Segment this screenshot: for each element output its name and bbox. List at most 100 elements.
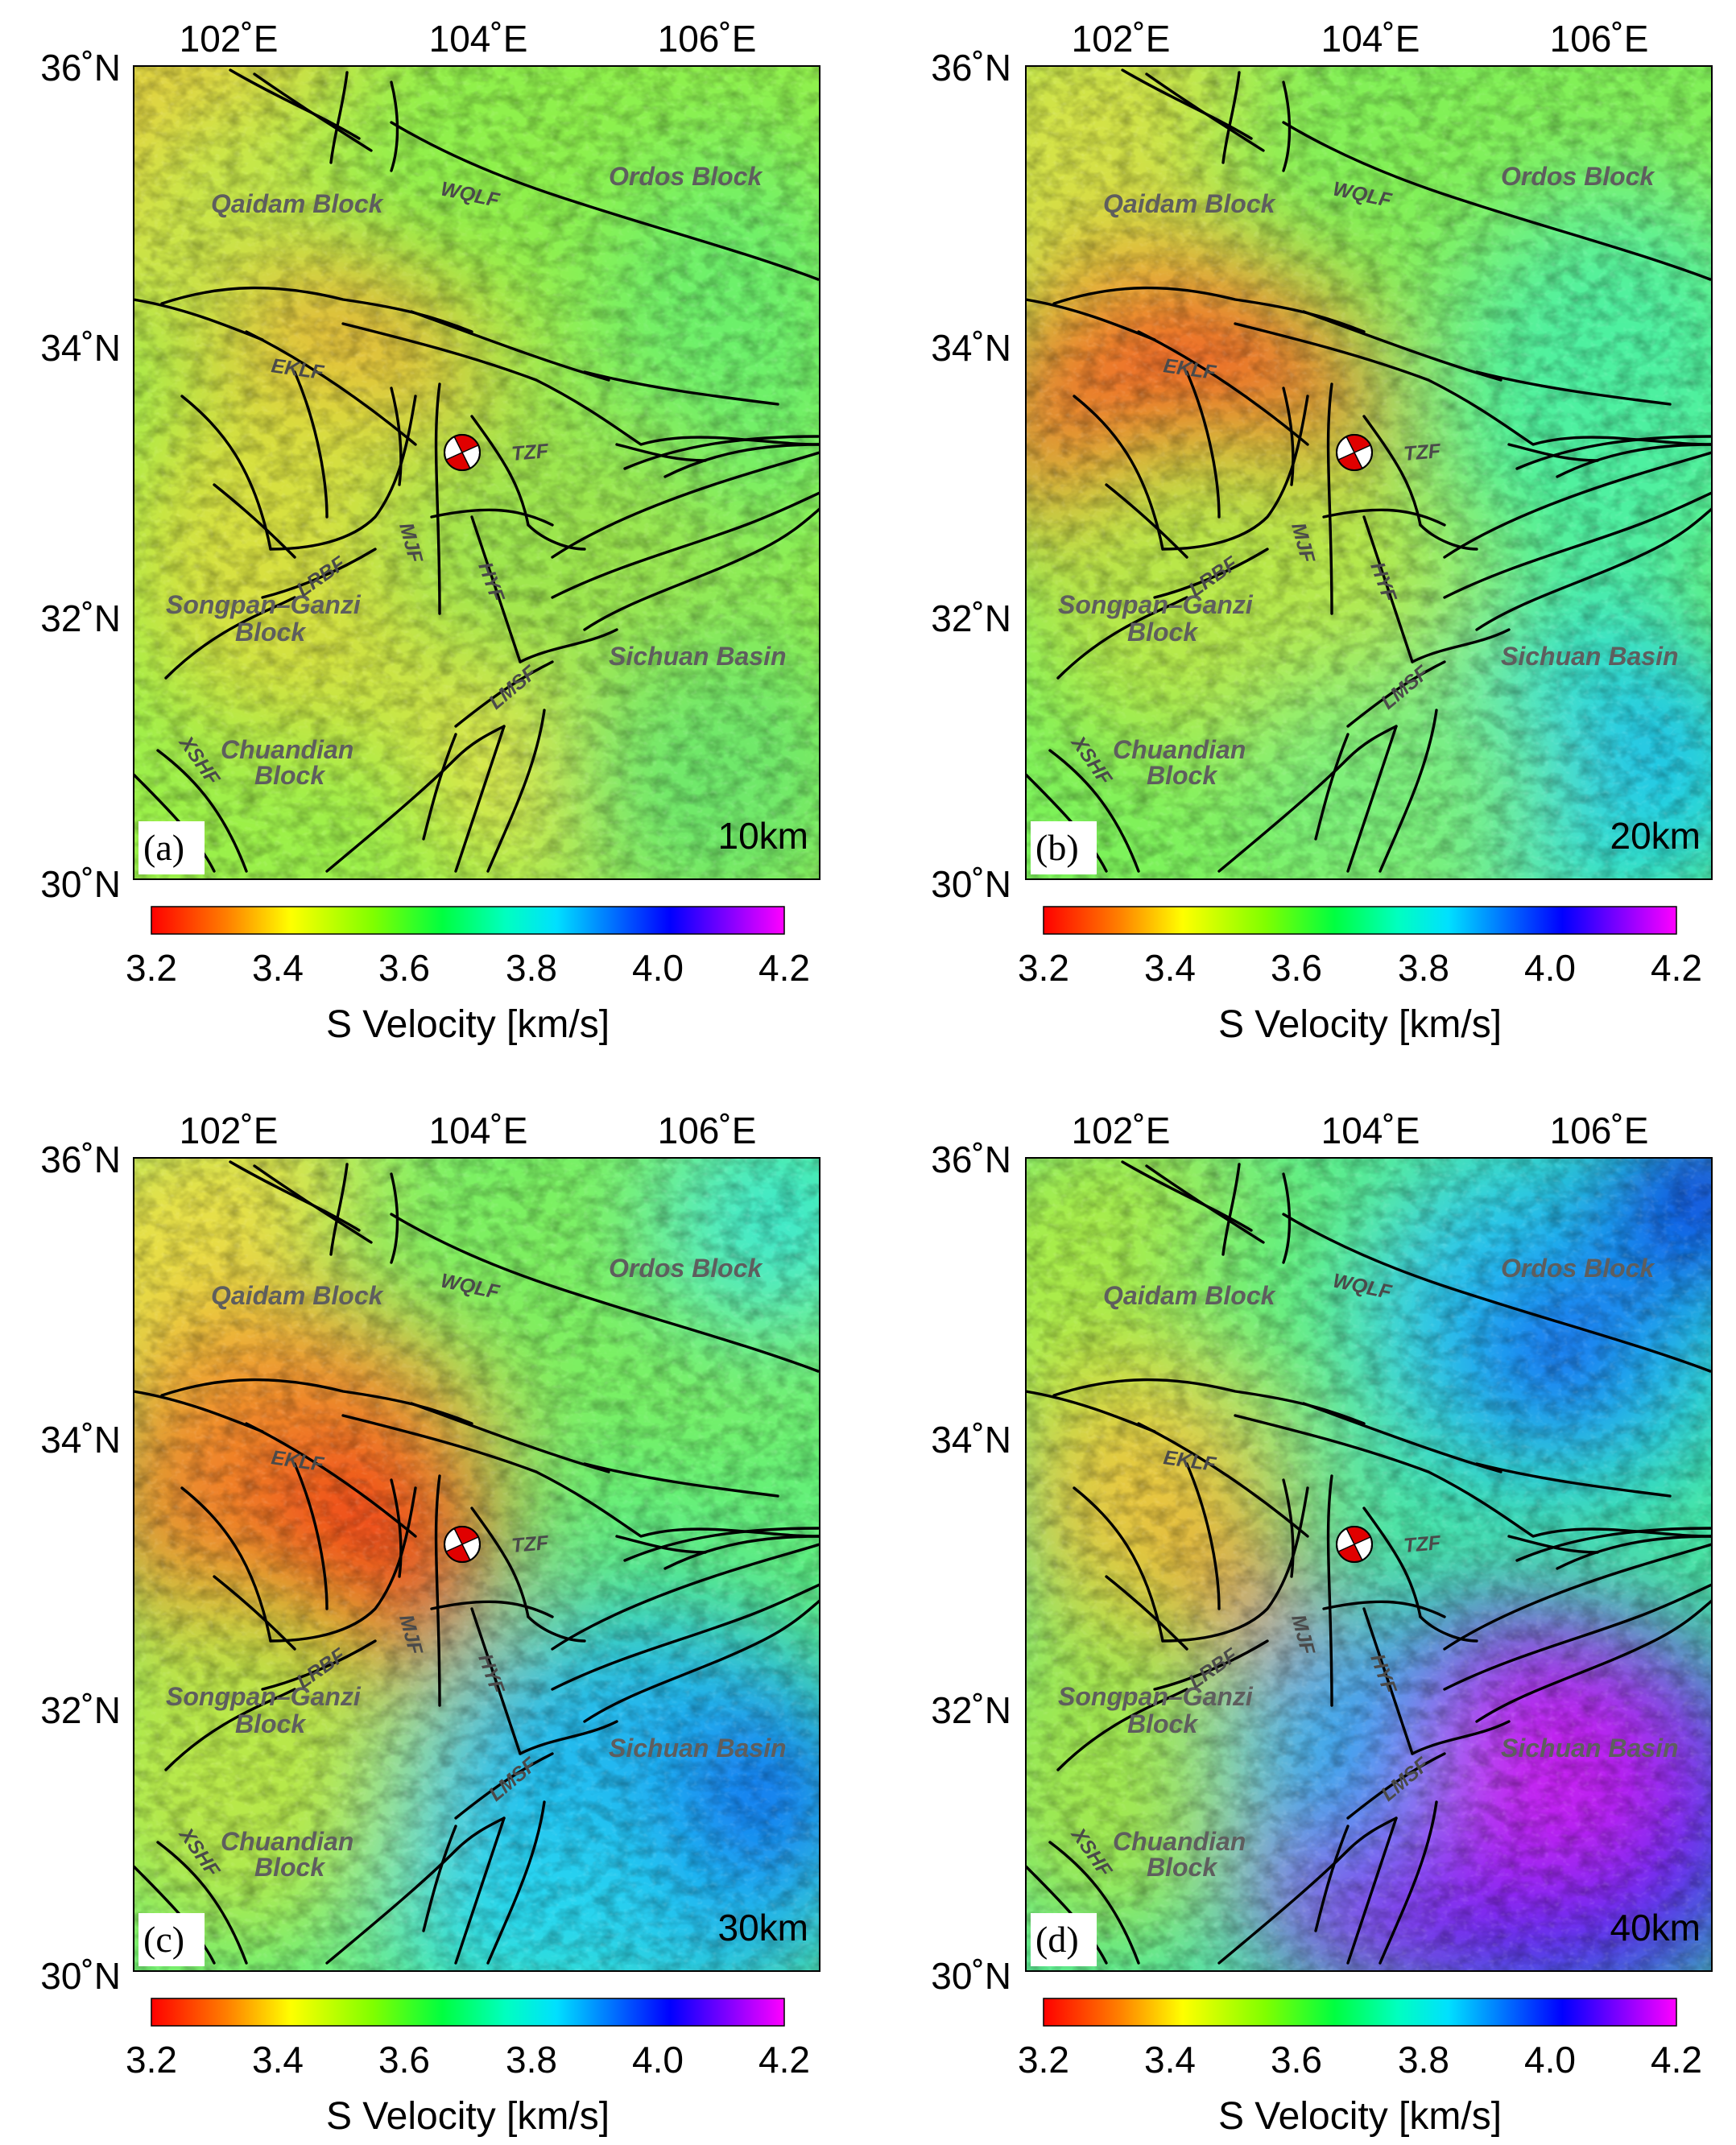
y-tick-34: 34˚N: [40, 327, 121, 369]
cb-tick-4.2: 4.2: [758, 2039, 810, 2081]
x-tick-102: 102˚E: [1072, 1110, 1171, 1151]
panel-d: Qaidam Block Ordos Block Songpan–Ganzi B…: [1025, 1157, 1713, 1972]
fault-tzf-c: TZF: [510, 1531, 550, 1557]
cb-tick-3.6: 3.6: [378, 947, 430, 989]
region-songpan2-a: Block: [235, 618, 307, 647]
region-qaidam-a: Qaidam Block: [211, 189, 385, 218]
x-tick-104: 104˚E: [1321, 18, 1420, 60]
cb-tick-3.8: 3.8: [506, 947, 557, 989]
cb-tick-4.2: 4.2: [1651, 947, 1702, 989]
region-sichuan-c: Sichuan Basin: [609, 1734, 787, 1763]
cb-tick-3.8: 3.8: [1398, 2039, 1449, 2081]
y-tick-36: 36˚N: [40, 47, 121, 89]
colorbar-label: S Velocity [km/s]: [326, 2095, 610, 2138]
depth-label-a: 10km: [718, 815, 808, 857]
y-tick-30: 30˚N: [931, 1955, 1011, 1997]
x-tick-104: 104˚E: [429, 18, 528, 60]
y-tick-34: 34˚N: [931, 327, 1011, 369]
y-axis-ticks-top-left: 36˚N 34˚N 32˚N 30˚N: [40, 47, 121, 905]
y-tick-30: 30˚N: [40, 1955, 121, 1997]
region-qaidam-c: Qaidam Block: [211, 1281, 385, 1310]
cb-tick-4.0: 4.0: [1524, 2039, 1576, 2081]
colorbar-d: 3.2 3.4 3.6 3.8 4.0 4.2 S Velocity [km/s…: [1018, 1998, 1702, 2138]
x-axis-ticks-bottom-left: 102˚E 104˚E 106˚E: [180, 1110, 757, 1151]
fault-tzf-a: TZF: [510, 440, 550, 465]
region-chuandian2-a: Block: [254, 761, 326, 790]
y-tick-34: 34˚N: [931, 1419, 1011, 1461]
cb-tick-3.4: 3.4: [1144, 947, 1196, 989]
x-tick-106: 106˚E: [658, 18, 757, 60]
region-sichuan-a: Sichuan Basin: [609, 642, 787, 671]
colorbar-a: 3.2 3.4 3.6 3.8 4.0 4.2 S Velocity [km/s…: [126, 906, 810, 1046]
region-chuandian2-b: Block: [1147, 761, 1218, 790]
y-tick-34: 34˚N: [40, 1419, 121, 1461]
y-tick-30: 30˚N: [931, 863, 1011, 905]
region-chuandian1-d: Chuandian: [1113, 1827, 1246, 1856]
region-songpan2-c: Block: [235, 1709, 307, 1738]
depth-label-c: 30km: [718, 1907, 808, 1949]
region-chuandian1-a: Chuandian: [221, 735, 353, 764]
fault-tzf-b: TZF: [1403, 440, 1442, 465]
region-ordos-a: Ordos Block: [609, 162, 763, 191]
fault-tzf-d: TZF: [1403, 1531, 1442, 1557]
cb-tick-3.8: 3.8: [1398, 947, 1449, 989]
panel-b: Qaidam Block Ordos Block Songpan–Ganzi B…: [1025, 65, 1713, 880]
region-ordos-b: Ordos Block: [1501, 162, 1655, 191]
panel-letter-b: (b): [1035, 827, 1079, 868]
x-tick-102: 102˚E: [180, 18, 279, 60]
region-chuandian1-b: Chuandian: [1113, 735, 1246, 764]
region-ordos-c: Ordos Block: [609, 1254, 763, 1283]
y-tick-36: 36˚N: [40, 1139, 121, 1180]
x-axis-ticks-top-right: 102˚E 104˚E 106˚E: [1072, 18, 1649, 60]
region-songpan1-b: Songpan–Ganzi: [1058, 590, 1254, 619]
cb-tick-3.2: 3.2: [126, 947, 177, 989]
x-tick-106: 106˚E: [658, 1110, 757, 1151]
x-tick-106: 106˚E: [1550, 1110, 1649, 1151]
cb-tick-4.0: 4.0: [632, 2039, 684, 2081]
colorbar-label: S Velocity [km/s]: [1218, 2095, 1502, 2138]
y-tick-32: 32˚N: [931, 597, 1011, 639]
cb-tick-3.2: 3.2: [1018, 947, 1069, 989]
x-tick-104: 104˚E: [429, 1110, 528, 1151]
y-tick-36: 36˚N: [931, 1139, 1011, 1180]
y-tick-36: 36˚N: [931, 47, 1011, 89]
y-tick-32: 32˚N: [40, 597, 121, 639]
region-sichuan-b: Sichuan Basin: [1501, 642, 1679, 671]
region-songpan1-d: Songpan–Ganzi: [1058, 1682, 1254, 1711]
colorbar-c: 3.2 3.4 3.6 3.8 4.0 4.2 S Velocity [km/s…: [126, 1998, 810, 2138]
region-chuandian2-d: Block: [1147, 1853, 1218, 1882]
colorbar-label: S Velocity [km/s]: [1218, 1003, 1502, 1046]
x-axis-ticks-bottom-right: 102˚E 104˚E 106˚E: [1072, 1110, 1649, 1151]
region-qaidam-d: Qaidam Block: [1103, 1281, 1277, 1310]
depth-label-b: 20km: [1610, 815, 1701, 857]
panel-letter-a: (a): [143, 827, 184, 868]
depth-label-d: 40km: [1610, 1907, 1701, 1949]
cb-tick-3.4: 3.4: [1144, 2039, 1196, 2081]
cb-tick-3.6: 3.6: [378, 2039, 430, 2081]
cb-tick-4.2: 4.2: [1651, 2039, 1702, 2081]
region-chuandian1-c: Chuandian: [221, 1827, 353, 1856]
panel-c: Qaidam Block Ordos Block Songpan–Ganzi B…: [133, 1157, 820, 1972]
y-tick-30: 30˚N: [40, 863, 121, 905]
region-songpan1-a: Songpan–Ganzi: [166, 590, 362, 619]
x-axis-ticks-top-left: 102˚E 104˚E 106˚E: [180, 18, 757, 60]
cb-tick-3.6: 3.6: [1271, 2039, 1322, 2081]
cb-tick-3.2: 3.2: [126, 2039, 177, 2081]
x-tick-102: 102˚E: [1072, 18, 1171, 60]
region-qaidam-b: Qaidam Block: [1103, 189, 1277, 218]
region-songpan1-c: Songpan–Ganzi: [166, 1682, 362, 1711]
cb-tick-4.0: 4.0: [632, 947, 684, 989]
y-tick-32: 32˚N: [931, 1689, 1011, 1731]
cb-tick-4.0: 4.0: [1524, 947, 1576, 989]
region-songpan2-d: Block: [1127, 1709, 1199, 1738]
region-sichuan-d: Sichuan Basin: [1501, 1734, 1679, 1763]
y-tick-32: 32˚N: [40, 1689, 121, 1731]
cb-tick-3.4: 3.4: [252, 947, 304, 989]
y-axis-ticks-bottom-left: 36˚N 34˚N 32˚N 30˚N: [40, 1139, 121, 1997]
cb-tick-3.6: 3.6: [1271, 947, 1322, 989]
panel-letter-d: (d): [1035, 1919, 1079, 1960]
x-tick-102: 102˚E: [180, 1110, 279, 1151]
y-axis-ticks-top-right: 36˚N 34˚N 32˚N 30˚N: [931, 47, 1011, 905]
y-axis-ticks-bottom-right: 36˚N 34˚N 32˚N 30˚N: [931, 1139, 1011, 1997]
region-songpan2-b: Block: [1127, 618, 1199, 647]
